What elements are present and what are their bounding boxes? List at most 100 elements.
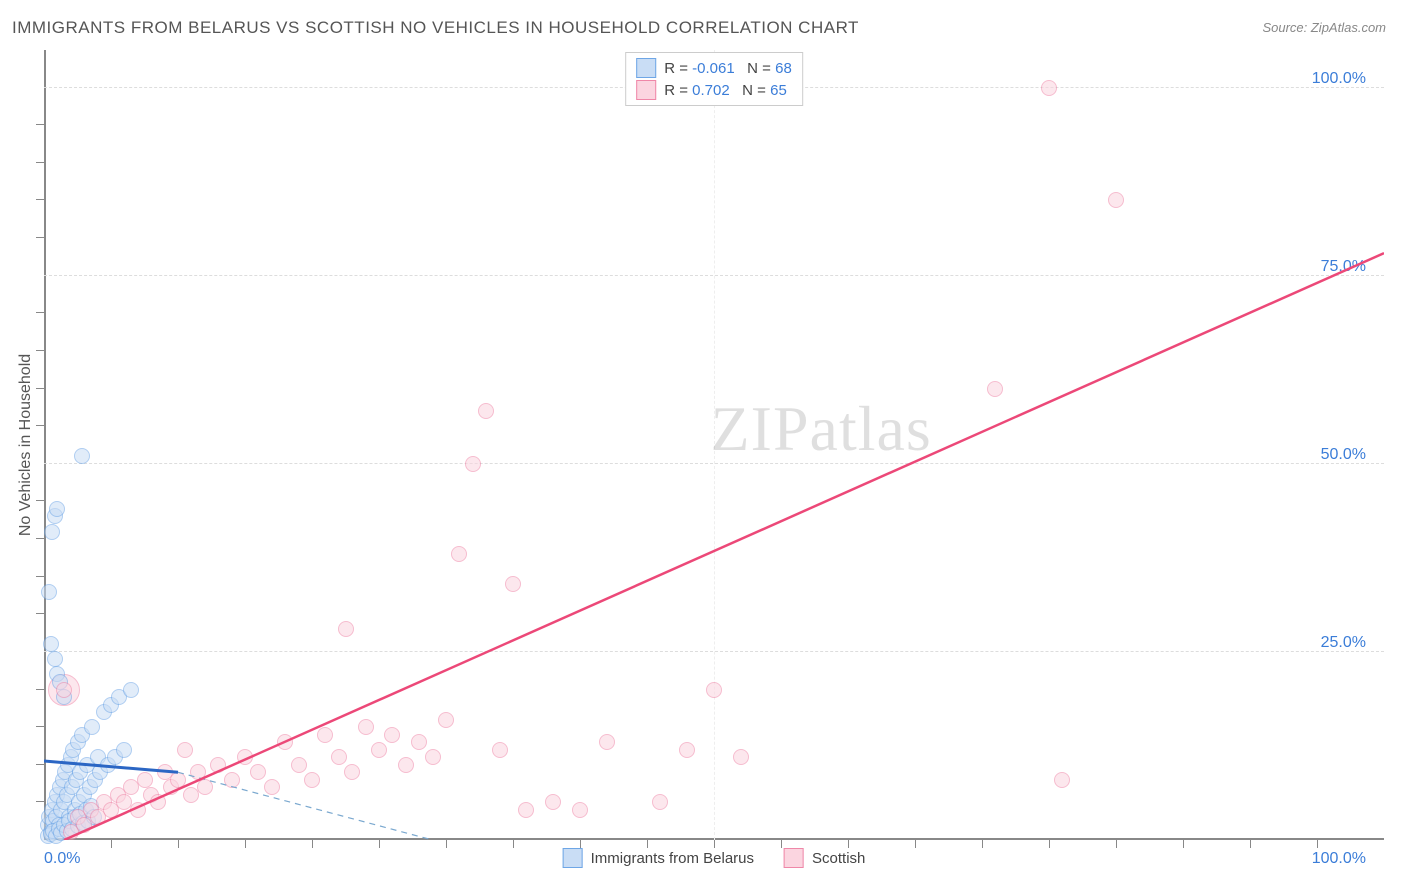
y-tick — [36, 576, 44, 577]
scatter-point — [706, 682, 722, 698]
scatter-point — [304, 772, 320, 788]
y-tick-label: 100.0% — [1312, 70, 1366, 88]
y-axis-title: No Vehicles in Household — [17, 354, 35, 536]
legend-swatch — [636, 58, 656, 78]
scatter-point — [518, 802, 534, 818]
scatter-point — [116, 742, 132, 758]
scatter-point — [224, 772, 240, 788]
x-tick — [714, 840, 715, 848]
x-tick — [647, 840, 648, 848]
scatter-point — [572, 802, 588, 818]
scatter-point — [679, 742, 695, 758]
y-tick-label: 75.0% — [1321, 258, 1366, 276]
scatter-point — [277, 734, 293, 750]
y-tick — [36, 613, 44, 614]
legend-swatch — [636, 80, 656, 100]
y-tick — [36, 425, 44, 426]
scatter-point — [425, 749, 441, 765]
scatter-point — [338, 621, 354, 637]
scatter-point — [264, 779, 280, 795]
y-axis-line — [44, 50, 46, 840]
scatter-point — [44, 524, 60, 540]
scatter-point — [652, 794, 668, 810]
y-tick — [36, 801, 44, 802]
x-tick — [580, 840, 581, 848]
x-tick-label-max: 100.0% — [1312, 850, 1366, 868]
x-tick — [312, 840, 313, 848]
y-tick — [36, 538, 44, 539]
x-tick — [1317, 840, 1318, 848]
watermark: ZIPatlas — [711, 392, 932, 466]
scatter-point — [545, 794, 561, 810]
scatter-point — [84, 719, 100, 735]
watermark-atlas: atlas — [810, 393, 932, 464]
chart-title: IMMIGRANTS FROM BELARUS VS SCOTTISH NO V… — [12, 18, 859, 38]
legend-stats: R = -0.061 N = 68 — [664, 60, 792, 77]
scatter-point — [1108, 192, 1124, 208]
scatter-point — [137, 772, 153, 788]
legend-swatch — [563, 848, 583, 868]
y-tick-label: 25.0% — [1321, 634, 1366, 652]
y-tick — [36, 689, 44, 690]
source-attribution: Source: ZipAtlas.com — [1262, 20, 1386, 35]
x-tick — [446, 840, 447, 848]
legend-row: R = 0.702 N = 65 — [636, 79, 792, 101]
scatter-point — [505, 576, 521, 592]
scatter-point — [210, 757, 226, 773]
y-tick — [36, 199, 44, 200]
legend-row: R = -0.061 N = 68 — [636, 57, 792, 79]
legend-label: Scottish — [812, 850, 865, 867]
x-tick — [1116, 840, 1117, 848]
scatter-point — [43, 636, 59, 652]
scatter-point — [478, 403, 494, 419]
legend-label: Immigrants from Belarus — [591, 850, 754, 867]
series-legend: Immigrants from Belarus Scottish — [563, 848, 866, 868]
x-tick — [915, 840, 916, 848]
x-tick — [848, 840, 849, 848]
x-tick — [513, 840, 514, 848]
y-tick — [36, 162, 44, 163]
legend-swatch — [784, 848, 804, 868]
scatter-point — [291, 757, 307, 773]
x-tick — [1049, 840, 1050, 848]
scatter-point — [250, 764, 266, 780]
scatter-point — [398, 757, 414, 773]
scatter-point — [56, 682, 72, 698]
scatter-point — [123, 682, 139, 698]
y-tick — [36, 500, 44, 501]
x-tick — [379, 840, 380, 848]
scatter-point — [47, 651, 63, 667]
correlation-legend: R = -0.061 N = 68 R = 0.702 N = 65 — [625, 52, 803, 106]
scatter-point — [331, 749, 347, 765]
vgrid-line — [714, 50, 715, 840]
scatter-point — [987, 381, 1003, 397]
y-tick — [36, 237, 44, 238]
scatter-point — [438, 712, 454, 728]
x-tick — [1250, 840, 1251, 848]
x-tick — [1183, 840, 1184, 848]
scatter-point — [237, 749, 253, 765]
y-tick — [36, 312, 44, 313]
scatter-point — [733, 749, 749, 765]
scatter-point — [74, 448, 90, 464]
x-tick — [178, 840, 179, 848]
chart-plot-area: ZIPatlas No Vehicles in Household R = -0… — [44, 50, 1384, 840]
y-tick — [36, 350, 44, 351]
scatter-point — [1041, 80, 1057, 96]
scatter-point — [384, 727, 400, 743]
scatter-point — [130, 802, 146, 818]
scatter-point — [371, 742, 387, 758]
x-tick — [111, 840, 112, 848]
scatter-point — [1054, 772, 1070, 788]
x-tick — [245, 840, 246, 848]
scatter-point — [49, 501, 65, 517]
scatter-point — [177, 742, 193, 758]
scatter-point — [197, 779, 213, 795]
x-tick — [781, 840, 782, 848]
y-tick — [36, 726, 44, 727]
scatter-point — [170, 772, 186, 788]
scatter-point — [317, 727, 333, 743]
watermark-zip: ZIP — [711, 393, 810, 464]
y-tick — [36, 764, 44, 765]
legend-item: Scottish — [784, 848, 865, 868]
